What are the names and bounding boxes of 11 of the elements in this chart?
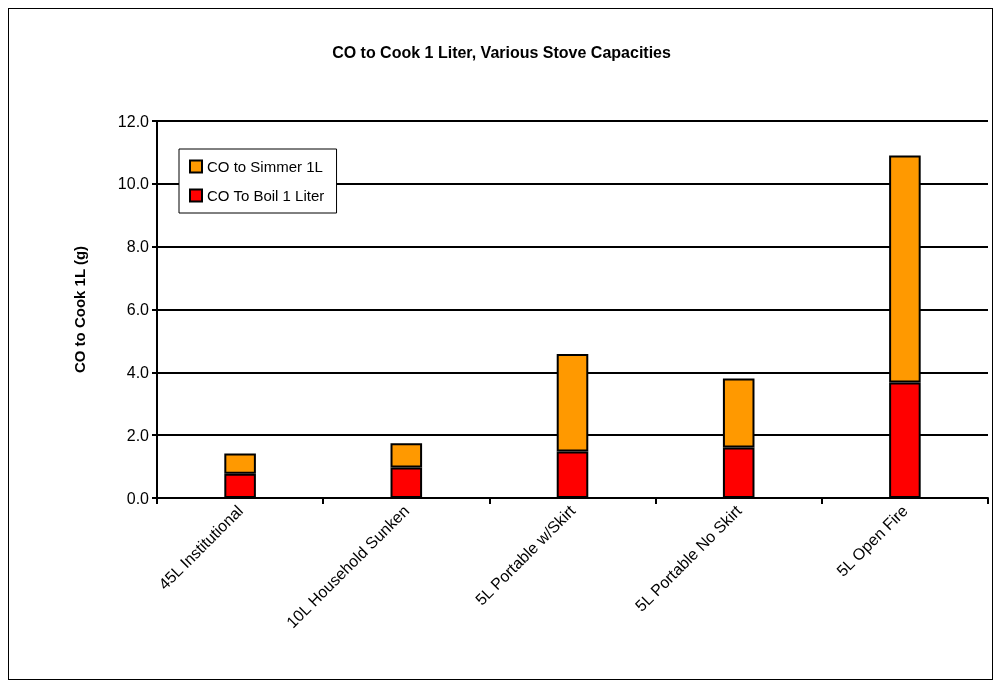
- legend-label: CO To Boil 1 Liter: [207, 187, 325, 204]
- y-axis-title: CO to Cook 1L (g): [71, 245, 88, 374]
- y-tick-label: 4.0: [126, 363, 150, 381]
- y-tick-label: 6.0: [126, 301, 150, 318]
- y-tick-label: 0.0: [126, 489, 150, 507]
- y-tick-label: 2.0: [126, 426, 150, 444]
- y-tick-label: 12.0: [117, 112, 150, 130]
- legend-label: CO to Simmer 1L: [207, 158, 323, 175]
- y-tick-label: 10.0: [117, 175, 150, 193]
- chart-title: CO to Cook 1 Liter, Various Stove Capacities: [332, 43, 671, 61]
- y-tick-label: 8.0: [126, 238, 150, 256]
